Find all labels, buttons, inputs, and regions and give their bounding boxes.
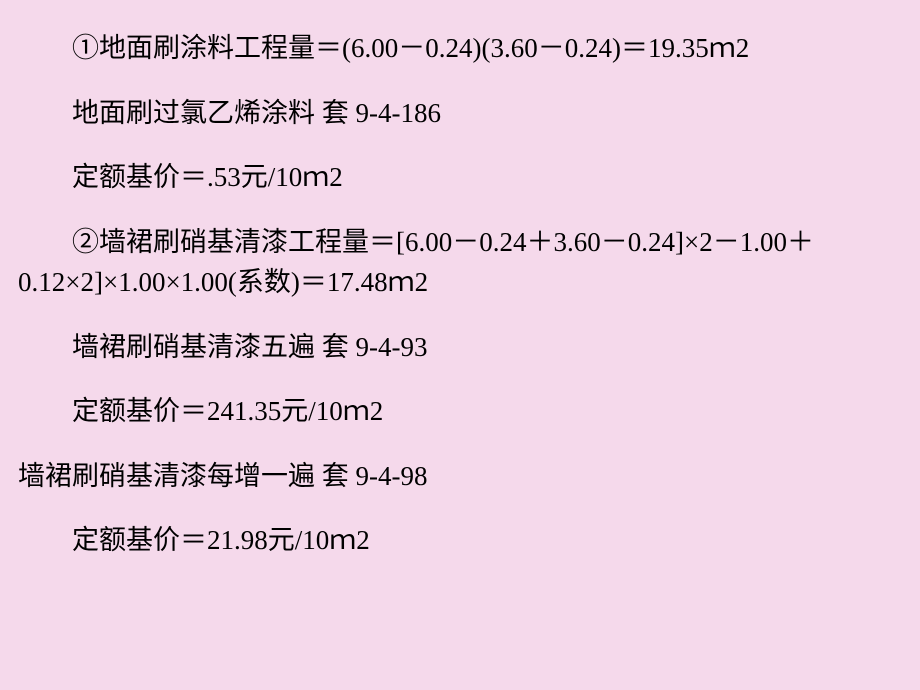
doc-line-5: 墙裙刷硝基清漆五遍 套 9-4-93 xyxy=(0,327,920,368)
doc-line-4: ②墙裙刷硝基清漆工程量＝[6.00－0.24＋3.60－0.24]×2－1.00… xyxy=(0,222,920,303)
text-line: ①地面刷涂料工程量＝(6.00－0.24)(3.60－0.24)＝19.35ｍ2 xyxy=(72,33,749,63)
text-line: 墙裙刷硝基清漆每增一遍 套 9-4-98 xyxy=(18,461,427,491)
text-line: 定额基价＝21.98元/10ｍ2 xyxy=(72,525,370,555)
text-line: 地面刷过氯乙烯涂料 套 9-4-186 xyxy=(72,98,441,128)
text-line: 定额基价＝241.35元/10ｍ2 xyxy=(72,396,383,426)
doc-line-6: 定额基价＝241.35元/10ｍ2 xyxy=(0,391,920,432)
doc-line-2: 地面刷过氯乙烯涂料 套 9-4-186 xyxy=(0,93,920,134)
text-line: 定额基价＝.53元/10ｍ2 xyxy=(72,162,343,192)
doc-line-1: ①地面刷涂料工程量＝(6.00－0.24)(3.60－0.24)＝19.35ｍ2 xyxy=(0,28,920,69)
doc-line-8: 定额基价＝21.98元/10ｍ2 xyxy=(0,520,920,561)
doc-line-3: 定额基价＝.53元/10ｍ2 xyxy=(0,157,920,198)
text-line: ②墙裙刷硝基清漆工程量＝[6.00－0.24＋3.60－0.24]×2－1.00… xyxy=(18,227,814,298)
doc-line-7: 墙裙刷硝基清漆每增一遍 套 9-4-98 xyxy=(0,456,920,497)
text-line: 墙裙刷硝基清漆五遍 套 9-4-93 xyxy=(72,332,427,362)
